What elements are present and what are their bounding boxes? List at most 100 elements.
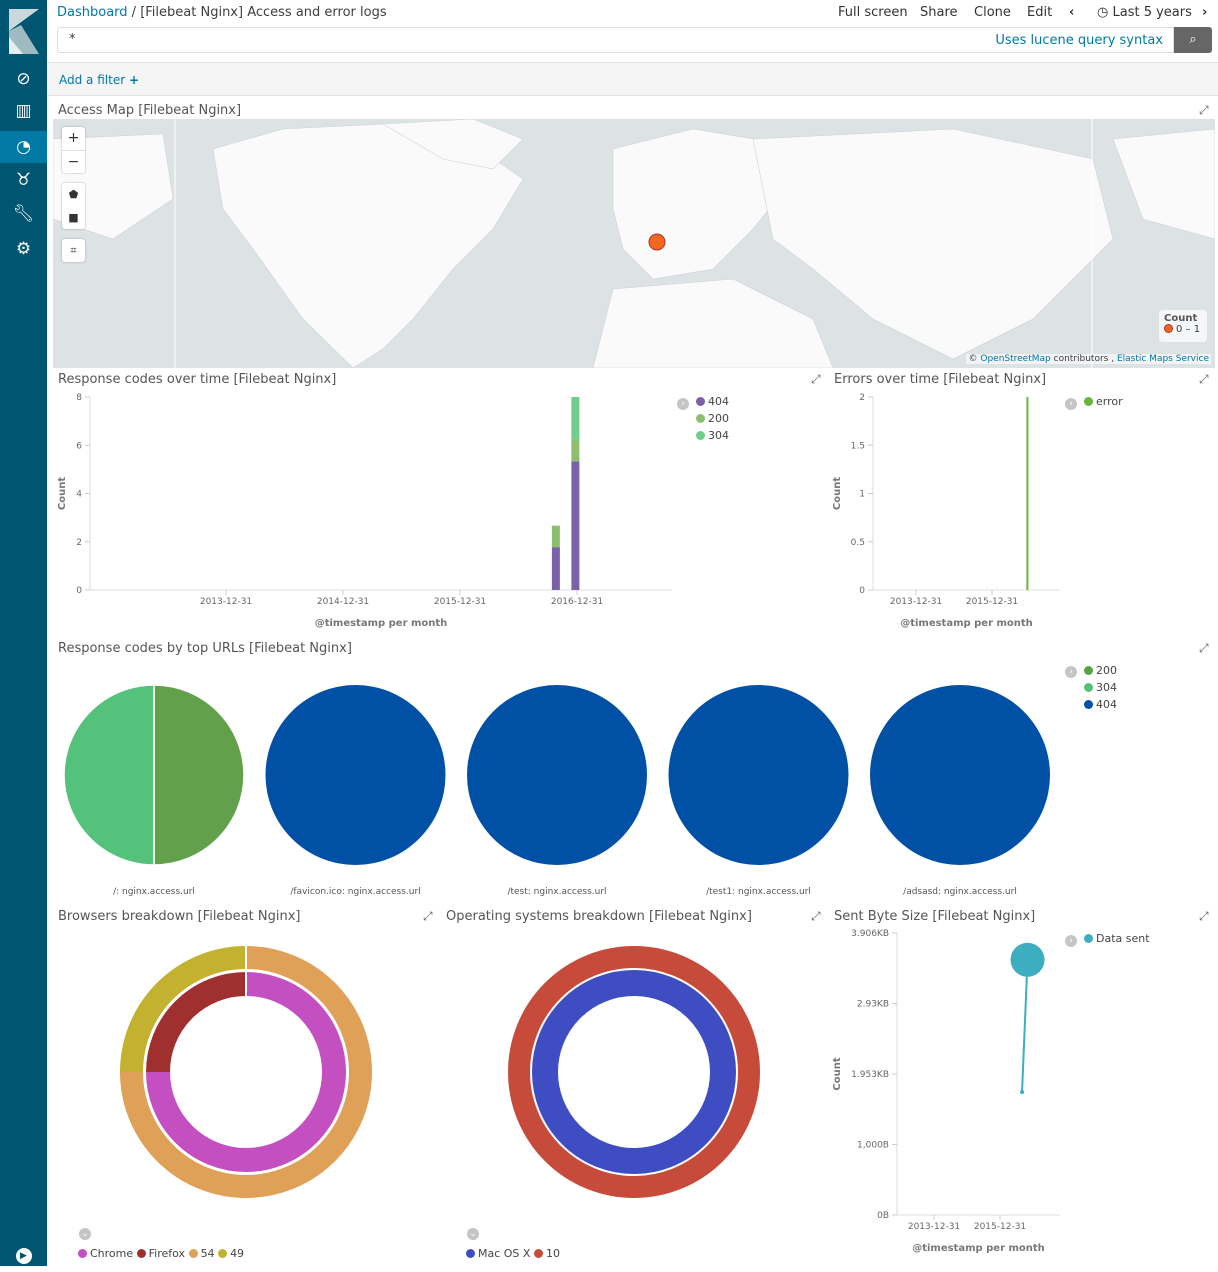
x-axis-title: @timestamp per month (900, 618, 1033, 629)
breadcrumb-dashboard-link[interactable]: Dashboard (57, 5, 128, 20)
y-tick-label: 0.5 (851, 538, 865, 548)
expand-urls-icon[interactable]: ⤢ (1199, 641, 1209, 655)
zoom-in-button[interactable]: + (62, 127, 85, 151)
expand-bytes-icon[interactable]: ⤢ (1199, 909, 1209, 923)
pie-label: /test1: nginx.access.url (706, 887, 811, 897)
data-sent-point (1010, 942, 1045, 977)
legend-item-54[interactable]: 54 (188, 1247, 215, 1260)
map-legend-range: 0 – 1 (1176, 324, 1201, 335)
africa (592, 278, 834, 368)
os-legend: Mac OS X 10 (466, 1247, 560, 1260)
y-axis-title: Count (57, 477, 68, 510)
expand-os-icon[interactable]: ⤢ (811, 909, 821, 923)
y-tick-label: 0 (76, 586, 82, 596)
nav-visualize-chart-icon[interactable]: ▥ (15, 101, 32, 121)
draw-polygon-pentagon-icon[interactable]: ⬟ (68, 188, 79, 201)
pie-label: /: nginx.access.url (113, 887, 195, 897)
legend-item-error[interactable]: error (1084, 395, 1123, 408)
map-point[interactable] (648, 233, 666, 251)
edit-button[interactable]: Edit (1027, 5, 1053, 20)
y-tick-label: 1 (859, 490, 865, 500)
clock-icon: ◷ (1097, 5, 1109, 20)
osm-link[interactable]: OpenStreetMap (980, 354, 1051, 364)
url-pie-slice-404 (467, 685, 647, 865)
legend-toggle-chevron-icon[interactable]: › (1065, 398, 1077, 410)
nav-discover-compass-icon[interactable]: ⊘ (16, 69, 31, 89)
time-picker-button[interactable]: ◷ Last 5 years (1097, 5, 1192, 20)
share-button[interactable]: Share (920, 5, 958, 20)
x-tick-label: 2013-12-31 (200, 597, 252, 607)
nav-dashboard-icon[interactable]: ◔ (0, 131, 47, 163)
search-button[interactable]: ⌕ (1174, 27, 1212, 53)
nav-management-gear-icon[interactable]: ⚙ (15, 239, 32, 259)
y-tick-label: 2 (859, 393, 865, 403)
collapse-play-icon[interactable]: ▶ (0, 1240, 47, 1272)
ems-link[interactable]: Elastic Maps Service (1116, 354, 1209, 364)
lucene-syntax-link[interactable]: Uses lucene query syntax (995, 33, 1163, 48)
breadcrumb-separator: / (131, 5, 137, 20)
draw-rectangle-square-icon[interactable]: ■ (68, 211, 79, 224)
legend-item-10[interactable]: 10 (533, 1247, 560, 1260)
y-tick-label: 4 (76, 490, 82, 500)
expand-errors-icon[interactable]: ⤢ (1199, 372, 1209, 386)
sidebar: ⊘ ▥ ◔ ♉ 🔧︎ ⚙ ▶ (0, 0, 47, 1266)
time-back-chevron-icon[interactable]: ‹ (1069, 5, 1075, 20)
map-draw-controls: ⬟ ■ (62, 183, 85, 229)
browsers-panel-title: Browsers breakdown [Filebeat Nginx] (58, 909, 301, 924)
bar-200-2016-12 (571, 439, 580, 462)
legend-item-firefox[interactable]: Firefox (136, 1247, 185, 1260)
nav-timelion-bear-icon[interactable]: ♉ (15, 170, 32, 190)
clone-button[interactable]: Clone (974, 5, 1011, 20)
legend-item-200[interactable]: 200 (1084, 664, 1117, 677)
full-screen-button[interactable]: Full screen (838, 5, 908, 20)
errors-panel-title: Errors over time [Filebeat Nginx] (834, 372, 1047, 387)
legend-item-304[interactable]: 304 (1084, 681, 1117, 694)
browser-outer-slice-54 (120, 946, 372, 1198)
bar-404-2016-12 (571, 461, 580, 590)
x-tick-label: 2013-12-31 (890, 597, 942, 607)
expand-browsers-icon[interactable]: ⤢ (423, 909, 433, 923)
bytes-panel-title: Sent Byte Size [Filebeat Nginx] (834, 909, 1036, 924)
asia-repeat (1112, 128, 1215, 240)
expand-map-icon[interactable]: ⤢ (1199, 103, 1209, 117)
nav-devtools-wrench-icon[interactable]: 🔧︎ (12, 204, 35, 224)
world-map-tiles (53, 119, 1215, 368)
zoom-out-button[interactable]: − (67, 154, 80, 170)
map-legend: Count 0 – 1 (1159, 310, 1207, 342)
x-tick-label: 2015-12-31 (434, 597, 486, 607)
y-tick-label: 6 (76, 441, 82, 451)
legend-item-304[interactable]: 304 (696, 429, 729, 442)
browser-outer-slice-49 (120, 946, 247, 1073)
legend-item-chrome[interactable]: Chrome (78, 1247, 133, 1260)
legend-point-icon (1164, 324, 1173, 333)
expand-response-codes-icon[interactable]: ⤢ (811, 372, 821, 386)
legend-toggle-chevron-icon[interactable]: › (1065, 666, 1077, 678)
time-forward-chevron-icon[interactable]: › (1202, 5, 1208, 20)
query-input[interactable]: * Uses lucene query syntax (57, 27, 1174, 53)
legend-toggle-chevron-icon[interactable]: › (677, 398, 689, 410)
pie-label: /adsasd: nginx.access.url (903, 887, 1017, 897)
os-panel-title: Operating systems breakdown [Filebeat Ng… (446, 909, 752, 924)
legend-toggle-chevron-icon[interactable]: › (1065, 935, 1077, 947)
legend-item-404[interactable]: 404 (1084, 698, 1117, 711)
y-axis-title: Count (832, 477, 843, 510)
access-map[interactable]: + − ⬟ ■ ⌗ Count 0 – 1 © OpenStreetMap co… (53, 119, 1215, 368)
add-filter-button[interactable]: Add a filter + (59, 73, 140, 87)
pie-label: /test: nginx.access.url (507, 887, 606, 897)
legend-item-200[interactable]: 200 (696, 412, 729, 425)
x-tick-label: 2015-12-31 (974, 1222, 1026, 1232)
legend-item-macos[interactable]: Mac OS X (466, 1247, 530, 1260)
fit-bounds-crop-icon[interactable]: ⌗ (62, 239, 85, 262)
url-pie-slice-304 (63, 684, 155, 866)
search-icon: ⌕ (1189, 32, 1197, 47)
legend-item-49[interactable]: 49 (218, 1247, 244, 1260)
legend-toggle-chevron-down-icon[interactable]: ⌄ (467, 1228, 479, 1240)
legend-item-data-sent[interactable]: Data sent (1084, 932, 1150, 945)
legend-item-404[interactable]: 404 (696, 395, 729, 408)
y-tick-label: 1.5 (851, 441, 865, 451)
kibana-logo[interactable] (9, 9, 39, 54)
y-tick-label: 1.953KB (851, 1070, 889, 1080)
legend-toggle-chevron-down-icon[interactable]: ⌄ (79, 1228, 91, 1240)
pie-label: /favicon.ico: nginx.access.url (290, 887, 420, 897)
